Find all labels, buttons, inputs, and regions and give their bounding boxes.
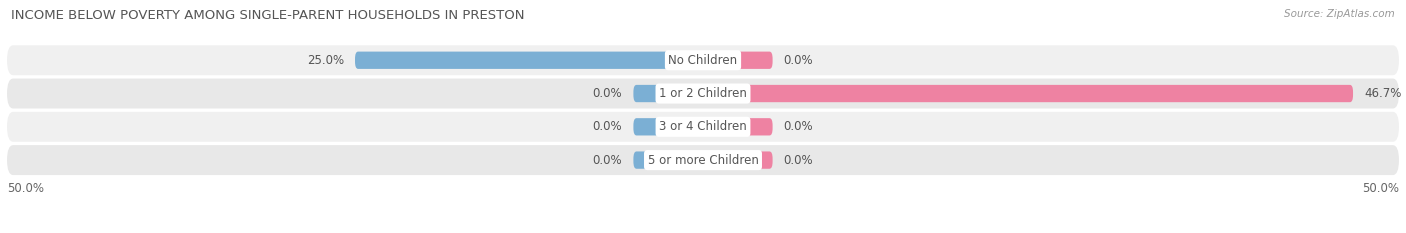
- FancyBboxPatch shape: [633, 151, 703, 169]
- Text: 0.0%: 0.0%: [783, 154, 813, 167]
- FancyBboxPatch shape: [7, 112, 1399, 142]
- Text: 50.0%: 50.0%: [7, 182, 44, 195]
- Text: 5 or more Children: 5 or more Children: [648, 154, 758, 167]
- FancyBboxPatch shape: [354, 51, 703, 69]
- FancyBboxPatch shape: [7, 79, 1399, 109]
- Text: 1 or 2 Children: 1 or 2 Children: [659, 87, 747, 100]
- Text: 25.0%: 25.0%: [307, 54, 344, 67]
- Text: 50.0%: 50.0%: [1362, 182, 1399, 195]
- FancyBboxPatch shape: [703, 151, 773, 169]
- Text: 46.7%: 46.7%: [1364, 87, 1402, 100]
- FancyBboxPatch shape: [703, 85, 1353, 102]
- FancyBboxPatch shape: [703, 51, 773, 69]
- Text: 0.0%: 0.0%: [593, 154, 623, 167]
- FancyBboxPatch shape: [7, 145, 1399, 175]
- Text: 0.0%: 0.0%: [593, 87, 623, 100]
- Text: Source: ZipAtlas.com: Source: ZipAtlas.com: [1284, 9, 1395, 19]
- Text: 0.0%: 0.0%: [593, 120, 623, 133]
- Text: 3 or 4 Children: 3 or 4 Children: [659, 120, 747, 133]
- FancyBboxPatch shape: [633, 118, 703, 135]
- FancyBboxPatch shape: [633, 85, 703, 102]
- Text: 0.0%: 0.0%: [783, 54, 813, 67]
- Text: No Children: No Children: [668, 54, 738, 67]
- FancyBboxPatch shape: [7, 45, 1399, 75]
- Text: 0.0%: 0.0%: [783, 120, 813, 133]
- FancyBboxPatch shape: [703, 118, 773, 135]
- Text: INCOME BELOW POVERTY AMONG SINGLE-PARENT HOUSEHOLDS IN PRESTON: INCOME BELOW POVERTY AMONG SINGLE-PARENT…: [11, 9, 524, 22]
